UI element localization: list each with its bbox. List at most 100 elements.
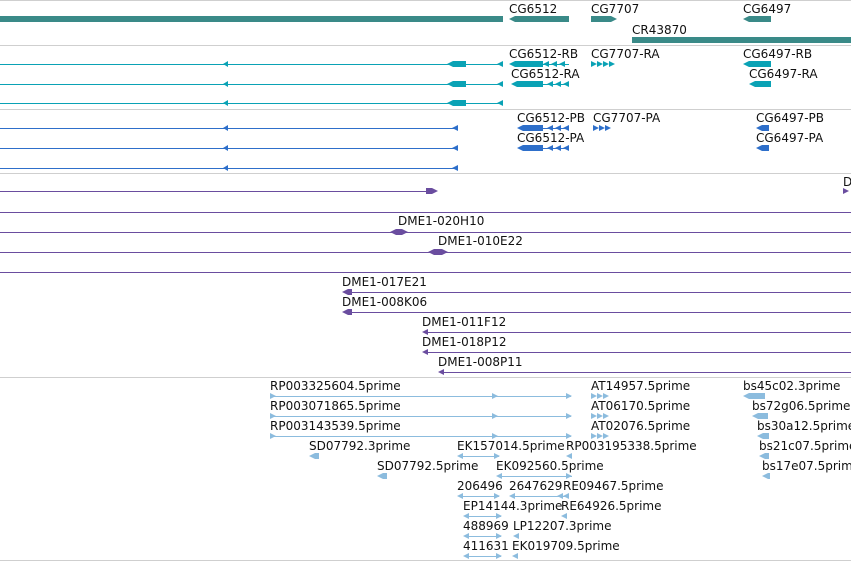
bac-clone[interactable] [348,289,352,295]
est-alignment[interactable] [463,553,469,559]
est-alignment[interactable] [759,453,765,459]
protein-cds[interactable] [756,125,762,131]
transcript-exon[interactable] [515,61,543,67]
protein-cds[interactable] [452,125,458,131]
protein-cds[interactable] [517,125,523,131]
transcript-exon[interactable] [453,61,466,67]
bac-label[interactable]: DME1-011F12 [422,315,507,329]
transcript-exon[interactable] [547,81,553,87]
bac-label[interactable]: DME1-018P12 [422,335,507,349]
est-alignment[interactable] [749,393,765,399]
est-label[interactable]: bs17e07.5prime [762,459,851,473]
bac-clone[interactable] [442,249,448,255]
est-alignment[interactable] [591,393,597,399]
est-alignment[interactable] [377,473,383,479]
est-alignment[interactable] [757,433,763,439]
transcript-exon[interactable] [597,61,603,67]
est-label[interactable]: RP003325604.5prime [270,379,401,393]
bac-clone[interactable] [444,372,851,373]
protein-cds[interactable] [593,125,599,131]
bac-clone[interactable] [0,191,428,192]
protein-cds[interactable] [762,145,769,151]
est-label[interactable]: bs45c02.3prime [743,379,841,393]
transcript-exon[interactable] [743,61,749,67]
est-alignment[interactable] [597,393,603,399]
est-alignment[interactable] [383,473,387,479]
bac-clone[interactable] [396,229,402,235]
est-label[interactable]: RP003071865.5prime [270,399,401,413]
bac-clone[interactable] [0,232,851,233]
est-alignment[interactable] [563,493,569,499]
protein-cds[interactable] [223,125,228,131]
est-alignment[interactable] [492,433,498,439]
bac-clone[interactable] [0,252,851,253]
est-alignment[interactable] [494,493,500,499]
gene-feature[interactable] [515,16,569,22]
est-alignment[interactable] [566,473,572,479]
transcript-exon[interactable] [555,81,561,87]
gene-feature[interactable] [743,16,749,22]
transcript-exon[interactable] [447,100,453,106]
est-alignment[interactable] [566,413,572,419]
est-label[interactable]: EK092560.5prime [496,459,604,473]
est-alignment[interactable] [270,416,571,417]
est-alignment[interactable] [463,513,469,519]
gene-label[interactable]: CG6512 [509,2,558,16]
bac-clone[interactable] [428,249,434,255]
bac-clone[interactable] [422,349,428,355]
transcript-exon[interactable] [755,81,771,87]
gene-label[interactable]: CG6497 [743,2,792,16]
bac-clone[interactable] [352,292,851,293]
est-alignment[interactable] [469,516,501,517]
bac-label[interactable]: DME1-010E22 [438,234,523,248]
est-alignment[interactable] [591,433,597,439]
est-alignment[interactable] [496,533,502,539]
transcript-exon[interactable] [447,61,453,67]
est-alignment[interactable] [492,393,498,399]
bac-label[interactable]: DME1-017E21 [342,275,427,289]
protein-cds[interactable] [555,125,561,131]
transcript-exon[interactable] [223,100,228,106]
est-alignment[interactable] [566,453,572,459]
transcript-exon[interactable] [511,81,517,87]
bac-clone[interactable] [438,369,444,375]
transcript-exon[interactable] [749,81,755,87]
est-label[interactable]: bs30a12.5prime [757,419,851,433]
est-label[interactable]: bs21c07.5prime [759,439,851,453]
transcript-label[interactable]: CG6497-RA [749,67,818,81]
gene-label[interactable]: CR43870 [632,23,687,37]
protein-cds[interactable] [223,165,228,171]
bac-clone[interactable] [428,332,851,333]
est-alignment[interactable] [457,493,463,499]
protein-label[interactable]: CG6512-PA [517,131,585,145]
est-label[interactable]: SD07792.5prime [377,459,479,473]
protein-label[interactable]: CG6512-PB [517,111,586,125]
transcript-exon[interactable] [591,61,597,67]
protein-cds[interactable] [523,145,543,151]
transcript-exon[interactable] [223,81,228,87]
protein-cds[interactable] [523,125,543,131]
gene-feature[interactable] [749,16,771,22]
transcript-exon[interactable] [563,81,569,87]
est-alignment[interactable] [463,533,469,539]
est-label[interactable]: RE09467.5prime [563,479,664,493]
bac-clone[interactable] [348,309,352,315]
transcript-exon[interactable] [453,100,466,106]
protein-cds[interactable] [452,165,458,171]
protein-cds[interactable] [762,125,769,131]
bac-clone[interactable] [843,188,849,194]
protein-cds[interactable] [547,145,553,151]
est-alignment[interactable] [315,453,319,459]
protein-label[interactable]: CG7707-PA [593,111,661,125]
bac-label[interactable]: D [843,175,851,189]
transcript-label[interactable]: CG6512-RB [509,47,579,61]
est-label[interactable]: EK019709.5prime [512,539,620,553]
est-alignment[interactable] [309,453,315,459]
est-label[interactable]: RP003195338.5prime [566,439,697,453]
gene-feature[interactable] [632,37,851,43]
protein-cds[interactable] [599,125,605,131]
est-alignment[interactable] [496,513,502,519]
protein-cds[interactable] [547,125,553,131]
est-alignment[interactable] [502,476,572,477]
bac-clone[interactable] [426,188,432,194]
